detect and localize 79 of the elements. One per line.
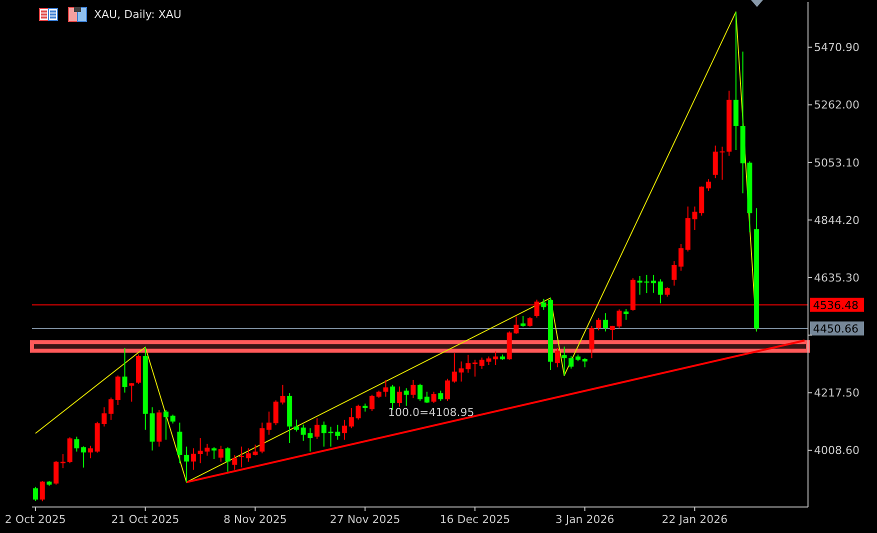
candlestick (383, 379, 388, 398)
candlestick (589, 325, 594, 359)
candlestick (177, 422, 182, 464)
candlestick (672, 260, 677, 286)
candlestick (218, 445, 224, 462)
candlestick (431, 391, 436, 404)
candlestick (396, 386, 402, 408)
candlestick (232, 454, 238, 470)
candlestick (678, 244, 684, 272)
ref-line-label: 4450.66 (813, 322, 858, 336)
candlestick (658, 278, 663, 304)
candlestick (321, 421, 326, 448)
candlestick (554, 347, 560, 368)
annotation: 100.0=4108.95 (388, 406, 474, 419)
candlestick (190, 448, 196, 470)
x-tick-label: 16 Dec 2025 (440, 513, 510, 526)
candlestick (294, 419, 299, 432)
x-tick-label: 8 Nov 2025 (223, 513, 287, 526)
candlestick (706, 178, 711, 192)
text: XAU, Daily: XAU (94, 8, 182, 21)
candlestick (163, 409, 168, 440)
candlestick (369, 394, 374, 412)
candlestick (239, 446, 244, 468)
x-tick-label: 3 Jan 2026 (555, 513, 614, 526)
candlestick (129, 382, 134, 402)
candlestick (664, 286, 670, 298)
x-tick-label: 22 Jan 2026 (662, 513, 728, 526)
line-series (34, 11, 757, 483)
candlestick (651, 274, 656, 294)
candlestick (115, 375, 120, 406)
candlestick (252, 444, 258, 456)
y-tick-label: 5053.10 (814, 156, 860, 170)
candlestick (582, 358, 588, 368)
y-tick-label: 5262.00 (814, 98, 860, 112)
candlestick (108, 397, 114, 420)
candlestick (568, 356, 574, 370)
candlestick (225, 446, 230, 472)
candlestick (88, 445, 93, 459)
candlestick (74, 436, 80, 452)
x-tick-label: 2 Oct 2025 (4, 513, 66, 526)
y-tick-label: 4635.30 (814, 271, 860, 284)
candlestick (260, 422, 265, 454)
candlestick (212, 446, 217, 460)
ref-line-label: 4536.48 (813, 298, 858, 312)
candlestick (410, 379, 416, 399)
candlestick (452, 352, 457, 384)
candlestick (81, 446, 86, 468)
candlestick (122, 347, 128, 394)
x-tick-label: 27 Nov 2025 (330, 513, 400, 526)
candlestick (438, 390, 444, 402)
candlestick (424, 391, 430, 404)
candlestick (562, 346, 567, 376)
candlestick (356, 404, 361, 420)
candlestick (527, 316, 532, 328)
y-tick-label: 4844.20 (814, 214, 860, 227)
candlestick (445, 378, 450, 402)
candlestick (404, 388, 409, 406)
candlestick (184, 446, 190, 483)
candlestick (541, 298, 546, 310)
candlestick (246, 448, 251, 462)
candlestick (33, 486, 38, 502)
y-tick-label: 4008.60 (814, 444, 860, 458)
candlestick (54, 460, 59, 486)
candlestick (342, 419, 348, 440)
candlestick (493, 351, 498, 366)
candlestick (266, 411, 272, 436)
candlestick (624, 308, 629, 320)
candlestick (40, 480, 45, 502)
y-tick-label: 4217.50 (814, 386, 860, 400)
candlestick (520, 315, 526, 328)
candlestick (602, 312, 608, 332)
candlestick (348, 408, 354, 429)
y-tick-label: 5470.90 (814, 41, 860, 54)
candlestick (472, 359, 478, 378)
candlestick (596, 317, 602, 331)
x-tick-label: 21 Oct 2025 (111, 513, 180, 526)
candlestick (67, 436, 72, 464)
candlestick (314, 418, 320, 440)
candlestick (418, 383, 423, 402)
